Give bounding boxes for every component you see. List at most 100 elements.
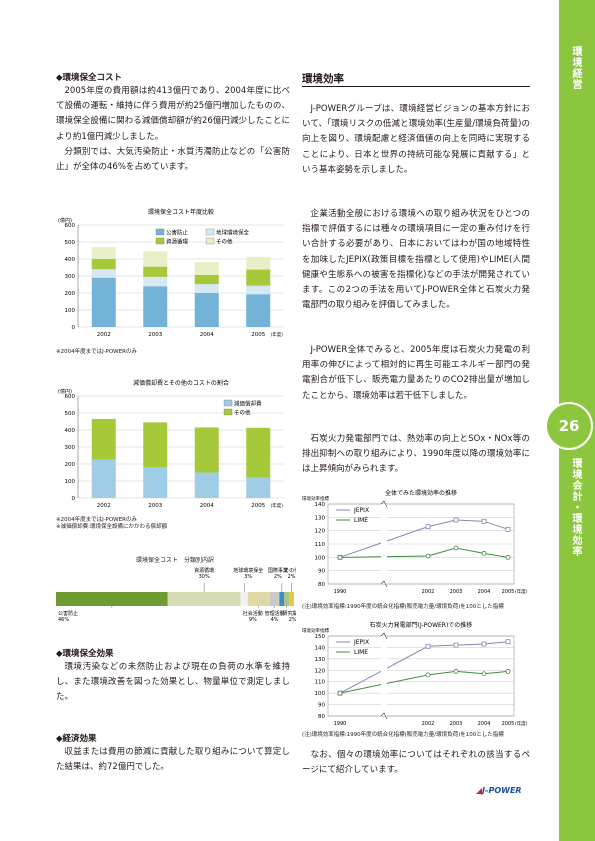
cost-para-2: 分類別では、大気汚染防止・水質汚濁防止などの「公害防止」が全体の46%を占めてい… [56,147,290,173]
y-tick-label: 600 [65,223,76,229]
x-unit: (年度) [515,720,528,727]
x-tick-label: 2004 [478,589,491,595]
legend-swatch [155,228,165,236]
bar-segment [143,266,168,277]
x-tick-label: 1990 [334,589,347,595]
y-tick-label: 500 [65,411,76,417]
bar-segment [246,256,271,270]
chart4-note: (注)環境効率指標:1990年度の統合化指標(販売電力量/環境負荷)を100とし… [302,604,504,610]
data-point [505,669,511,674]
x-tick-label: 2003 [148,332,162,338]
logo: ◢J-POWER [476,786,522,795]
legend-label: LIME [354,649,368,656]
data-point [453,669,459,674]
bar-segment [91,259,116,270]
y-tick-label: 130 [315,657,326,663]
y-unit: (億円) [58,217,72,224]
x-tick-label: 2003 [148,503,162,509]
bar-segment [91,459,116,498]
data-point [505,554,511,560]
bar-segment [246,269,271,286]
axis-break-mark [380,500,388,588]
y-tick-label: 80 [318,714,325,720]
x-tick-label: 2005 [251,503,265,509]
x-tick-label: 2004 [478,721,491,727]
bar-segment [91,247,116,259]
cost-heading: ◆環境保全コスト [56,73,123,83]
breakdown-segment [56,592,168,606]
axis-break [381,636,387,716]
x-tick-label: 2003 [450,589,463,595]
data-point [453,545,459,551]
x-tick-label: 2002 [97,332,111,338]
y-tick-label: 140 [315,502,326,508]
data-point [453,517,459,523]
y-unit: 環境効率指標 [302,627,329,634]
x-tick-label: 2005 [502,589,515,595]
right-para-2: 企業活動全般における環境への取り組み状況をひとつの指標で評価するには種々の環境項… [302,209,530,311]
breakdown-segment [279,592,285,606]
breakdown-segment [240,592,248,606]
data-point [337,690,343,696]
bar-segment [143,467,168,498]
right-para-1: J-POWERグループは、環境経営ビジョンの基本方針において、「環境リスクの低減… [302,104,530,175]
data-point [481,641,487,647]
y-tick-label: 100 [65,479,76,485]
x-unit: (年度) [270,502,283,509]
y-tick-label: 400 [65,257,76,263]
chart-depreciation: 減価償却費とその他のコストの割合 (億円) 0 100 200 300 400 500 600 2… [56,376,294,516]
breakdown-label: 4% [271,617,279,623]
chart-cost-breakdown-svg: 公害防止46%資源循環30%地球環境保全3%社会活動9%管理活動4%国際事業2%… [56,567,303,623]
chart-efficiency-coal: 石炭火力発電部門(J-POWER)での推移 環境効率指標 80 90 100 110 120… [300,620,532,732]
bar-segment [91,269,116,278]
y-tick-label: 0 [72,496,76,502]
breakdown-label: 2% [289,617,296,623]
chart3-title: 環境保全コスト 分類別内訳 [135,557,214,564]
y-tick-label: 500 [65,240,76,246]
axis-break [381,504,387,584]
heading-rule [302,86,530,87]
logo-mark: ◢ [476,786,483,795]
y-unit: 環境効率指標 [302,495,329,502]
legend-label: JEPIX [353,507,369,514]
legend-label: 公害防止 [166,229,189,237]
sidebar-section: 環境経営 [570,46,581,90]
legend-label: LIME [354,517,368,524]
breakdown-segment [167,592,241,606]
y-tick-label: 300 [65,445,76,451]
breakdown-label: 2% [288,574,296,580]
chart2-note: ※2004年度まではJ-POWERのみ ※減価償却費:環境保全設備にかかわる償却… [56,517,167,530]
sidebar-subsection: 環境会計・環境効率 [570,458,581,557]
y-tick-label: 200 [65,291,76,297]
legend-label: その他 [234,409,251,417]
y-tick-label: 130 [315,515,326,521]
legend-label: その他 [216,238,233,246]
bar-segment [143,422,168,468]
x-tick-label: 2002 [422,589,435,595]
chart-efficiency-total: 全体でみた環境効率の推移 環境効率指標 80 90 100 110 120 130 140 199… [300,488,532,604]
chart-cost-breakdown: 公害防止 46% 資源循環 30% 地球環境保全 3% 社会活動 9% 管理活動 4% 国際事業 2%… [56,564,303,626]
data-point [505,526,511,532]
breakdown-label: 管理活動 [265,610,285,617]
y-tick-label: 300 [65,274,76,280]
data-point [337,554,343,560]
y-tick-label: 90 [318,569,325,575]
breakdown-label: 社会活動 [243,610,263,617]
y-tick-label: 400 [65,428,76,434]
effect-heading: ◆環境保全効果 [56,649,114,659]
econ-para: 収益または費用の節減に貢献した取り組みについて算定した結果は、約72億円でした。 [56,747,290,773]
x-tick-label: 2004 [200,332,214,338]
data-point [425,553,431,559]
bar-segment [246,477,271,498]
econ-heading: ◆経済効果 [56,734,97,744]
x-tick-label: 2002 [97,503,111,509]
data-point [425,672,431,678]
breakdown-segment [269,592,280,606]
bar-segment [246,285,271,295]
chart-cost-by-year-svg: 環境保全コスト年度比較 (億円) 0 100 200 300 400 500 600 2002 20… [58,208,284,338]
legend-swatch [205,228,215,236]
effect-para: 環境汚染などの未然防止および現在の負荷の水準を維持し、また環境改善を図った効果と… [56,662,290,703]
y-tick-label: 120 [315,668,326,674]
y-tick-label: 100 [315,691,326,697]
y-tick-label: 90 [318,703,325,709]
